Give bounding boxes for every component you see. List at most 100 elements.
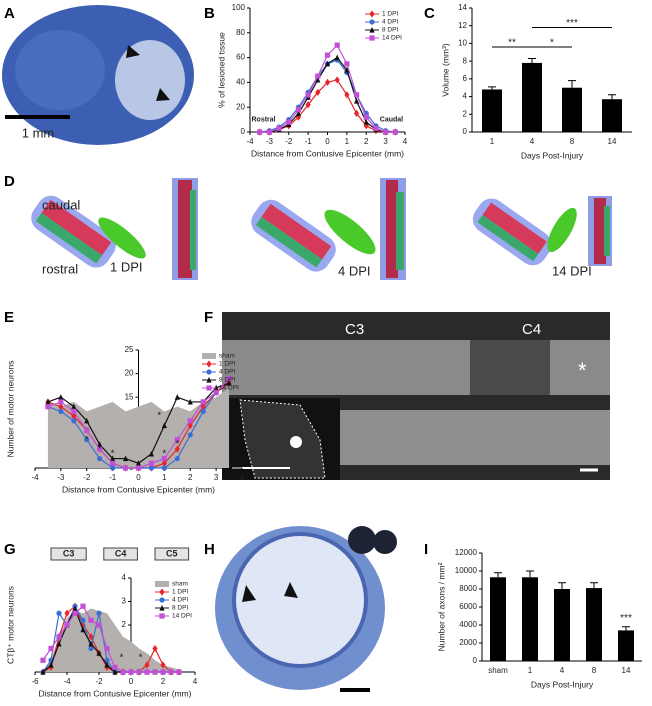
marker bbox=[112, 664, 118, 670]
x-tick-label: 3 bbox=[383, 137, 388, 146]
marker bbox=[168, 669, 174, 675]
bar bbox=[602, 99, 622, 132]
marker bbox=[56, 610, 62, 616]
marker bbox=[334, 42, 340, 48]
y-tick-label: 0 bbox=[463, 127, 468, 136]
x-tick-label: 1 bbox=[528, 666, 533, 675]
annotation: * bbox=[111, 448, 115, 459]
x-tick-label: 1 bbox=[490, 137, 495, 146]
legend-label: 1 DPI bbox=[382, 11, 398, 18]
marker bbox=[148, 460, 155, 466]
x-tick-label: 4 bbox=[193, 677, 198, 686]
bar bbox=[562, 87, 582, 132]
y-tick-label: 60 bbox=[236, 53, 245, 62]
x-tick-label: 8 bbox=[570, 137, 575, 146]
legend-label: 8 DPI bbox=[172, 605, 188, 612]
y-tick-label: 6000 bbox=[459, 602, 477, 611]
error-bar bbox=[608, 94, 616, 100]
marker bbox=[88, 640, 94, 647]
panel-letter: H bbox=[204, 541, 215, 558]
error-bar bbox=[558, 582, 566, 589]
legend-marker bbox=[206, 376, 212, 383]
marker bbox=[148, 465, 155, 471]
marker bbox=[160, 661, 166, 669]
y-tick-label: 40 bbox=[236, 78, 245, 87]
marker bbox=[200, 408, 206, 414]
legend-marker bbox=[369, 35, 375, 41]
marker bbox=[363, 118, 369, 125]
marker bbox=[200, 399, 206, 405]
y-tick-label: 80 bbox=[236, 28, 245, 37]
x-tick-label: -2 bbox=[83, 473, 91, 482]
marker bbox=[305, 101, 311, 109]
x-tick-label: -3 bbox=[266, 137, 274, 146]
legend-label: 14 DPI bbox=[219, 385, 239, 392]
panel-f-image: C3 C4 * bbox=[222, 312, 610, 480]
bar bbox=[482, 89, 502, 132]
marker bbox=[213, 384, 219, 391]
y-tick-label: 4000 bbox=[459, 620, 477, 629]
marker bbox=[226, 375, 232, 381]
marker bbox=[344, 66, 350, 73]
series-line bbox=[259, 59, 396, 133]
bar bbox=[522, 577, 538, 661]
annotation: * bbox=[157, 411, 161, 422]
legend-label: 14 DPI bbox=[382, 35, 402, 42]
annotation: Caudal bbox=[380, 116, 403, 123]
x-tick-label: 3 bbox=[214, 473, 219, 482]
legend-marker bbox=[159, 588, 165, 596]
marker bbox=[136, 669, 142, 675]
error-bar bbox=[528, 57, 536, 63]
y-tick-label: 100 bbox=[232, 3, 246, 12]
legend-swatch bbox=[202, 353, 216, 359]
marker bbox=[80, 603, 86, 609]
segment-box bbox=[103, 547, 138, 561]
error-bar bbox=[526, 570, 534, 578]
marker bbox=[58, 394, 64, 400]
marker bbox=[176, 669, 182, 675]
marker bbox=[174, 394, 180, 400]
x-tick-label: 8 bbox=[592, 666, 597, 675]
marker bbox=[324, 52, 331, 58]
bar bbox=[490, 577, 506, 661]
x-tick-label: -2 bbox=[95, 677, 103, 686]
scale-bar-label: 1 mm bbox=[22, 125, 55, 140]
y-tick-label: 8000 bbox=[459, 584, 477, 593]
panel-letter: A bbox=[4, 5, 15, 22]
y-tick-label: 6 bbox=[463, 74, 468, 83]
d-label: 4 DPI bbox=[338, 263, 371, 278]
legend-marker bbox=[159, 597, 165, 603]
x-tick-label: 14 bbox=[608, 137, 617, 146]
marker bbox=[174, 455, 180, 462]
x-axis-label: Distance from Contusive Epicenter (mm) bbox=[62, 484, 215, 494]
marker bbox=[104, 645, 110, 652]
f-label: C3 bbox=[345, 321, 364, 338]
significance: *** bbox=[620, 613, 632, 624]
legend-marker bbox=[369, 26, 375, 33]
legend-label: 8 DPI bbox=[219, 377, 235, 384]
marker bbox=[315, 73, 321, 79]
marker bbox=[226, 379, 232, 386]
marker bbox=[161, 455, 167, 462]
legend-swatch bbox=[155, 581, 169, 587]
error-bar bbox=[488, 86, 496, 90]
segment-box bbox=[50, 547, 87, 561]
marker bbox=[88, 645, 94, 652]
marker bbox=[383, 129, 389, 135]
annotation: * bbox=[98, 444, 102, 455]
marker bbox=[135, 460, 142, 466]
y-tick-label: 20 bbox=[125, 369, 134, 378]
marker bbox=[56, 640, 62, 647]
annotation: * bbox=[175, 439, 179, 450]
marker bbox=[305, 92, 311, 98]
d-label: rostral bbox=[42, 261, 78, 276]
y-axis-label: % of lesioned tissue bbox=[216, 32, 226, 108]
marker bbox=[344, 61, 350, 67]
legend-label: 4 DPI bbox=[219, 369, 235, 376]
series-line bbox=[259, 56, 396, 133]
marker bbox=[152, 669, 158, 675]
marker bbox=[84, 437, 90, 443]
annotation: * bbox=[85, 434, 89, 445]
y-tick-label: 2 bbox=[463, 109, 468, 118]
